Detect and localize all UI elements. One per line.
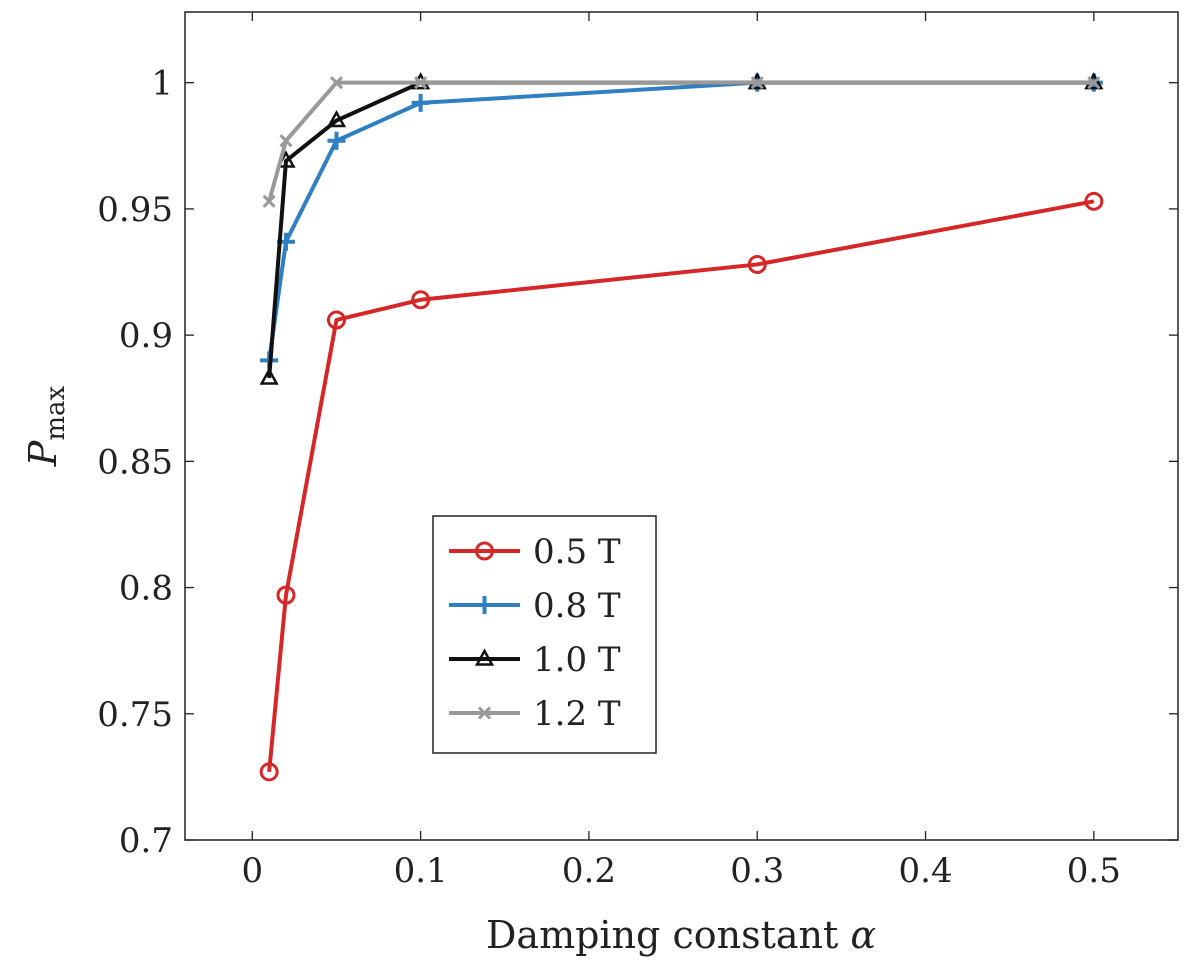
- series-line-1-2-t: [267, 80, 1094, 202]
- x-axis-title: Damping constant α: [486, 913, 876, 957]
- y-tick-label: 1: [151, 64, 173, 104]
- series-1-0-t: [259, 72, 1104, 385]
- y-tick-label: 0.7: [119, 821, 173, 861]
- x-tick-label: 0.5: [1067, 851, 1121, 891]
- series-line-1-0-t: [267, 80, 1094, 379]
- data-point-1-0-t: [259, 367, 279, 385]
- data-point-0-5-t: [326, 310, 346, 330]
- data-point-0-8-t: [411, 93, 430, 112]
- y-axis-ticks: 0.7 0.75 0.8 0.85 0.9 0.95 1: [97, 64, 1178, 861]
- data-point-0-8-t: [327, 131, 346, 150]
- x-tick-label: 0.2: [562, 851, 616, 891]
- y-tick-label: 0.8: [119, 569, 173, 609]
- legend-label-0-5-t: 0.5 T: [533, 532, 621, 572]
- data-point-1-0-t: [326, 109, 347, 128]
- legend-marker-1-2-t: [477, 706, 492, 720]
- data-point-1-2-t: [414, 76, 428, 90]
- y-tick-label: 0.95: [97, 190, 173, 230]
- plot-area: [184, 11, 1179, 841]
- x-tick-label: 0.3: [730, 851, 784, 891]
- y-tick-label: 0.9: [119, 316, 173, 356]
- x-tick-label: 0.4: [899, 851, 953, 891]
- data-point-1-2-t: [262, 194, 276, 208]
- y-axis-title: Pmax: [21, 385, 71, 467]
- series-line-0-8-t: [267, 80, 1094, 361]
- data-point-0-5-t: [411, 290, 431, 310]
- data-point-1-2-t: [279, 134, 293, 148]
- data-point-1-2-t: [1087, 76, 1101, 90]
- legend-marker-0-5-t: [475, 541, 494, 561]
- legend-marker-1-0-t: [474, 648, 495, 666]
- x-axis-ticks: 0 0.1 0.2 0.3 0.4 0.5: [242, 12, 1121, 891]
- legend-marker-0-8-t: [475, 596, 494, 614]
- data-point-0-5-t: [259, 762, 279, 782]
- data-point-0-5-t: [276, 585, 296, 605]
- legend-label-0-8-t: 0.8 T: [533, 586, 621, 626]
- y-tick-label: 0.85: [97, 442, 173, 482]
- series-1-2-t: [262, 76, 1101, 208]
- x-tick-label: 0: [242, 851, 264, 891]
- series-layer: [259, 72, 1104, 782]
- y-tick-label: 0.75: [97, 695, 173, 735]
- legend-label-1-2-t: 1.2 T: [533, 694, 621, 734]
- legend-label-1-0-t: 1.0 T: [533, 640, 621, 680]
- series-line-0-5-t: [267, 199, 1095, 773]
- data-point-0-5-t: [1084, 191, 1104, 211]
- x-tick-label: 0.1: [394, 851, 448, 891]
- data-point-1-2-t: [750, 76, 764, 90]
- data-point-0-5-t: [747, 254, 767, 274]
- plot-frame: [184, 11, 1179, 841]
- legend: 0.5 T 0.8 T 1.0 T 1.2 T: [432, 515, 657, 754]
- data-point-1-2-t: [329, 76, 344, 90]
- series-0-5-t: [259, 191, 1104, 782]
